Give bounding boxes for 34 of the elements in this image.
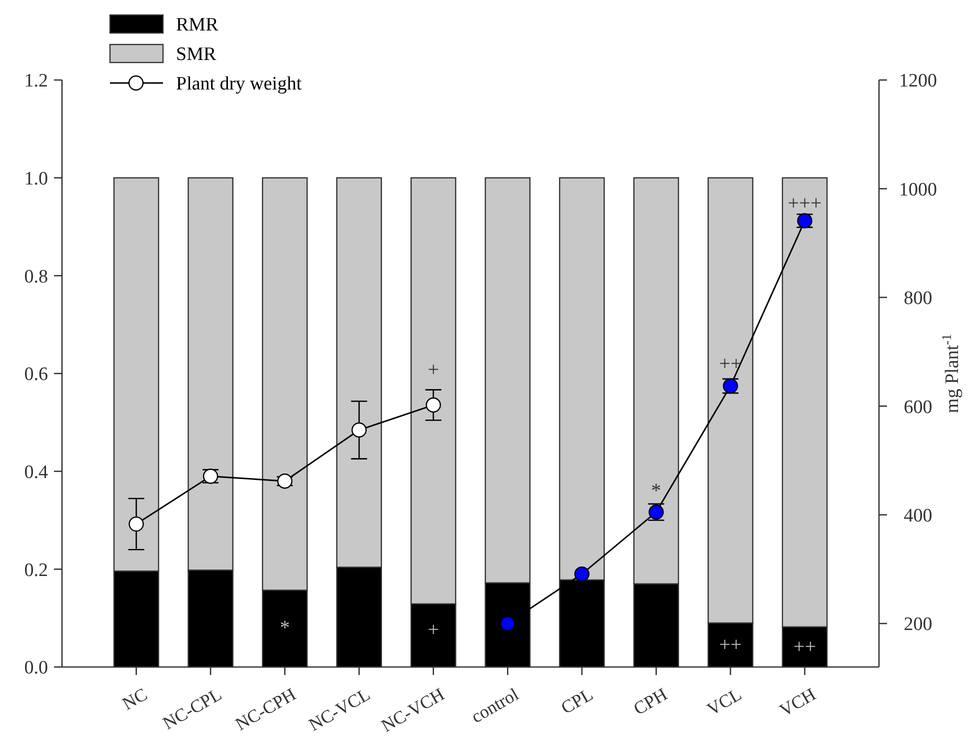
y-tick-label: 0.4: [24, 462, 48, 483]
y2-tick-label: 1000: [899, 179, 937, 200]
y2-tick-label: 400: [904, 505, 932, 526]
y2-tick-label: 200: [904, 614, 932, 636]
annotation: +: [428, 618, 440, 641]
x-tick-label: CPH: [630, 684, 670, 719]
point: [426, 397, 441, 413]
x-tick-label: CPL: [558, 684, 596, 718]
y2-tick-label: 800: [904, 288, 932, 310]
y2-tick-label: 600: [904, 396, 932, 418]
annotation: ++: [719, 353, 742, 376]
y-tick-label: 0.6: [24, 364, 48, 386]
y-tick-label: 0.2: [24, 560, 48, 581]
legend-label: RMR: [176, 14, 219, 36]
y-tick-label: 0.8: [24, 266, 48, 288]
annotation: +++: [788, 192, 822, 214]
x-tick-label: NC: [118, 684, 151, 714]
legend-label: Plant dry weight: [176, 74, 302, 95]
y-tick-label: 0.0: [24, 658, 48, 679]
y-tick-label: 1.0: [24, 168, 48, 190]
y-tick-label: 1.2: [24, 70, 48, 92]
point: [351, 422, 367, 438]
annotation: *: [280, 616, 290, 639]
point: [128, 516, 144, 532]
point: [574, 566, 590, 582]
point: [500, 616, 516, 632]
annotation: +: [428, 359, 440, 382]
annotation: *: [651, 480, 662, 502]
annotation: ++: [793, 636, 816, 658]
legend-label: SMR: [176, 44, 216, 66]
x-tick-label: VCH: [776, 684, 820, 720]
annotation: ++: [719, 634, 742, 656]
y2-tick-label: 1200: [899, 70, 937, 92]
x-tick-label: VCL: [704, 684, 745, 720]
